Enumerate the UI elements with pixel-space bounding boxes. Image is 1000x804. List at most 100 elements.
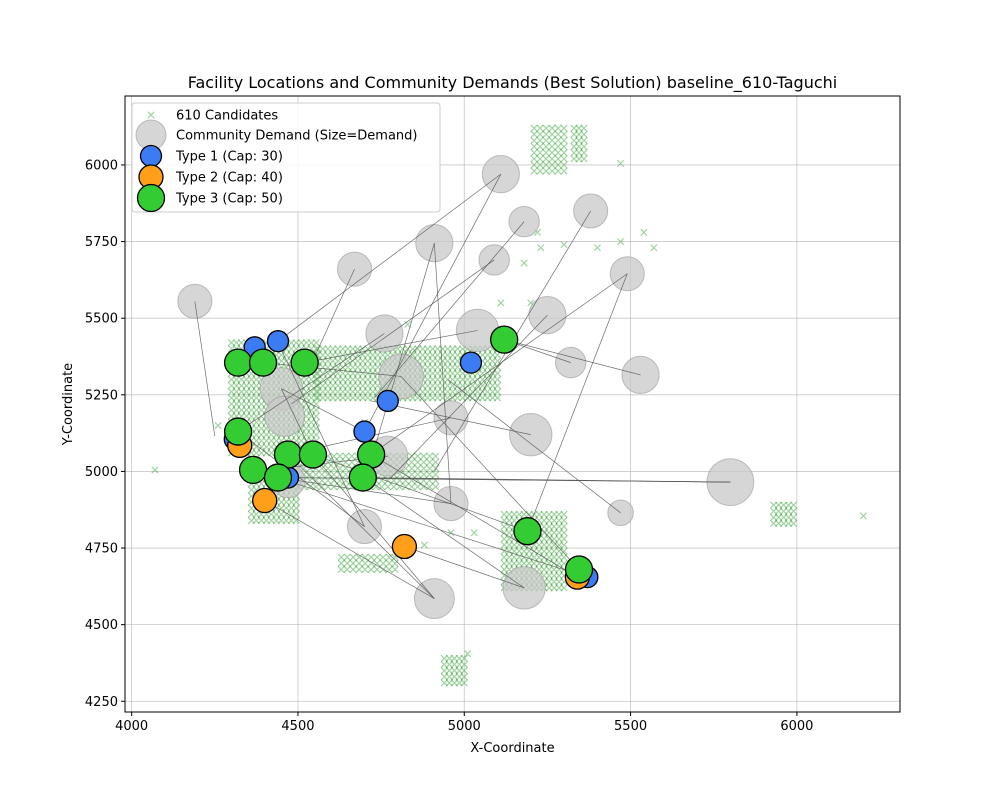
- candidate-marker: [429, 357, 437, 365]
- candidate-marker: [339, 369, 347, 377]
- assignment-line: [277, 342, 365, 527]
- candidate-marker: [500, 547, 508, 555]
- candidate-marker: [277, 510, 285, 518]
- candidate-marker: [548, 136, 556, 145]
- candidate-marker: [414, 351, 422, 359]
- candidate-marker: [374, 351, 382, 359]
- candidate-marker: [257, 431, 265, 439]
- candidate-marker: [227, 339, 236, 347]
- candidate-marker: [483, 363, 492, 371]
- facility-type1-marker: [353, 420, 376, 443]
- candidate-marker: [252, 406, 261, 414]
- legend-item-type2: Type 2 (Cap: 40): [175, 171, 283, 186]
- assignment-line: [312, 454, 528, 532]
- candidate-marker: [505, 516, 513, 525]
- candidate-marker: [349, 375, 357, 384]
- candidate-marker: [575, 130, 583, 138]
- candidate-marker: [510, 553, 518, 561]
- candidate-marker: [447, 529, 455, 537]
- candidate-marker: [344, 357, 352, 365]
- candidate-marker: [237, 394, 246, 402]
- candidate-marker: [354, 388, 362, 396]
- candidate-marker: [550, 547, 558, 555]
- candidate-marker: [282, 351, 290, 359]
- assignment-line: [281, 388, 365, 432]
- candidate-marker: [554, 155, 562, 163]
- candidate-marker: [385, 565, 393, 574]
- candidate-marker: [355, 565, 363, 574]
- candidate-marker: [379, 559, 387, 567]
- candidate-marker: [414, 483, 422, 491]
- candidate-marker: [287, 516, 295, 525]
- candidate-marker: [348, 452, 356, 460]
- candidate-marker: [510, 559, 518, 567]
- candidate-marker: [463, 375, 472, 384]
- candidate-marker: [424, 351, 432, 359]
- candidate-marker: [287, 345, 295, 353]
- demand-circle: [555, 346, 587, 379]
- candidate-marker: [242, 388, 251, 396]
- candidate-marker: [445, 667, 453, 675]
- candidate-marker: [343, 553, 351, 561]
- candidate-marker: [453, 345, 462, 353]
- candidate-marker: [478, 369, 487, 377]
- candidate-marker: [237, 406, 246, 414]
- candidate-marker: [302, 339, 310, 347]
- candidate-marker: [445, 654, 453, 662]
- candidate-marker: [493, 375, 502, 384]
- candidate-marker: [252, 431, 261, 439]
- candidate-marker: [493, 388, 502, 396]
- candidate-marker: [545, 510, 553, 518]
- candidate-marker: [334, 369, 342, 377]
- assignment-line: [370, 273, 628, 455]
- candidate-marker: [369, 357, 377, 365]
- facility-type3-marker: [248, 348, 278, 377]
- candidate-marker: [297, 431, 305, 439]
- candidate-marker: [530, 167, 538, 175]
- candidate-marker: [232, 394, 241, 402]
- candidate-marker: [344, 394, 352, 402]
- candidate-marker: [227, 375, 236, 384]
- candidate-marker: [374, 357, 382, 365]
- candidate-marker: [349, 345, 357, 353]
- facility-type3-marker: [263, 463, 293, 492]
- candidate-marker: [434, 345, 442, 353]
- candidate-marker: [247, 510, 256, 518]
- candidate-marker: [354, 394, 362, 402]
- candidate-marker: [555, 571, 563, 580]
- candidate-marker: [369, 394, 377, 402]
- facility-type3-marker: [348, 463, 377, 492]
- candidate-marker: [307, 406, 315, 414]
- candidate-marker: [257, 443, 265, 451]
- candidate-marker: [449, 357, 457, 365]
- candidate-marker: [555, 510, 563, 518]
- candidate-marker: [580, 130, 588, 138]
- candidate-marker: [444, 375, 452, 384]
- candidate-marker: [424, 363, 432, 371]
- y-tick-label: 6000: [85, 158, 118, 173]
- candidate-marker: [426, 452, 434, 460]
- candidate-marker: [334, 345, 342, 353]
- assignment-line: [527, 273, 628, 532]
- candidate-marker: [548, 149, 556, 157]
- candidate-marker: [414, 345, 422, 353]
- facility-type1-marker: [376, 389, 399, 413]
- candidate-marker: [349, 363, 357, 371]
- assignment-line: [447, 379, 621, 514]
- assignment-line: [263, 362, 402, 377]
- candidate-marker: [550, 522, 558, 531]
- candidate-marker: [575, 142, 583, 151]
- candidate-marker: [359, 351, 367, 359]
- candidate-marker: [545, 584, 553, 592]
- legend-facility-marker: [139, 144, 163, 168]
- candidate-marker: [227, 381, 236, 390]
- y-tick-label: 5000: [85, 465, 118, 480]
- candidate-marker: [580, 149, 588, 157]
- candidate-marker: [784, 519, 793, 528]
- candidate-marker: [232, 388, 241, 396]
- candidate-marker: [237, 381, 246, 390]
- candidate-marker: [550, 578, 558, 586]
- candidate-marker: [575, 149, 583, 157]
- candidate-marker: [500, 522, 508, 531]
